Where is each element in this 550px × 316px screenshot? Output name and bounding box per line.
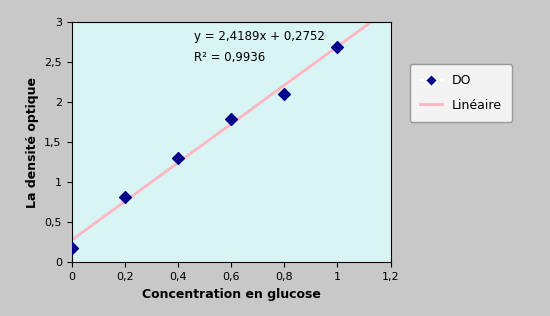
Text: y = 2,4189x + 0,2752: y = 2,4189x + 0,2752 (194, 30, 324, 43)
Point (173, 156, 182, 161)
Legend: DO, Linéaire: DO, Linéaire (410, 64, 512, 122)
Point (280, 92, 289, 97)
Point (333, 45, 342, 50)
Point (120, 195, 129, 200)
Y-axis label: La densité optique: La densité optique (26, 77, 39, 208)
Text: R² = 0,9936: R² = 0,9936 (194, 51, 265, 64)
Point (67, 245, 76, 250)
X-axis label: Concentration en glucose: Concentration en glucose (141, 288, 321, 301)
Point (227, 117, 235, 122)
